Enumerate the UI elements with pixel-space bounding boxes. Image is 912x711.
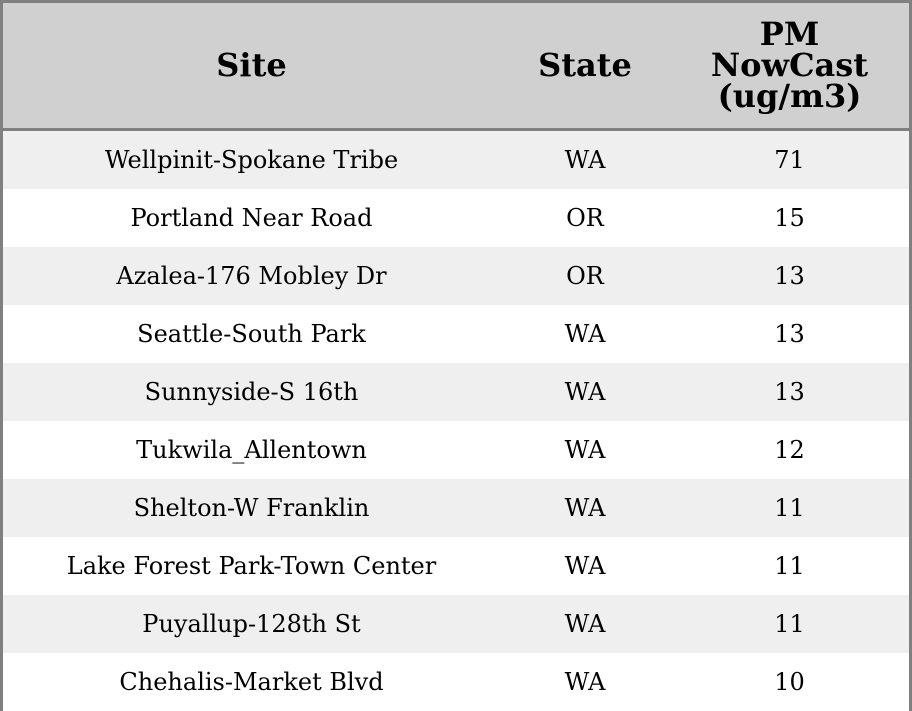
cell-pm-value: 13 <box>670 247 909 305</box>
cell-site: Shelton-W Franklin <box>3 479 500 537</box>
cell-pm-value: 10 <box>670 653 909 711</box>
cell-state: WA <box>500 653 670 711</box>
cell-site: Wellpinit-Spokane Tribe <box>3 129 500 189</box>
cell-state: WA <box>500 421 670 479</box>
cell-pm-value: 13 <box>670 305 909 363</box>
cell-state: WA <box>500 595 670 653</box>
header-site: Site <box>3 3 500 131</box>
cell-pm-value: 11 <box>670 479 909 537</box>
header-site-text: Site <box>216 46 287 84</box>
cell-state: WA <box>500 129 670 189</box>
header-pm-line2: NowCast <box>710 46 869 84</box>
table-row: Azalea-176 Mobley Dr OR 13 <box>3 247 909 305</box>
header-pm-line3: (ug/m3) <box>717 77 862 115</box>
cell-pm-value: 15 <box>670 189 909 247</box>
table-row: Lake Forest Park-Town Center WA 11 <box>3 537 909 595</box>
cell-site: Sunnyside-S 16th <box>3 363 500 421</box>
table-row: Puyallup-128th St WA 11 <box>3 595 909 653</box>
header-pm: PM NowCast (ug/m3) <box>670 3 909 131</box>
table-row: Seattle-South Park WA 13 <box>3 305 909 363</box>
cell-site: Chehalis-Market Blvd <box>3 653 500 711</box>
cell-state: WA <box>500 305 670 363</box>
cell-site: Lake Forest Park-Town Center <box>3 537 500 595</box>
table-row: Tukwila_Allentown WA 12 <box>3 421 909 479</box>
cell-state: WA <box>500 479 670 537</box>
cell-pm-value: 12 <box>670 421 909 479</box>
cell-state: WA <box>500 537 670 595</box>
cell-site: Portland Near Road <box>3 189 500 247</box>
header-state-text: State <box>538 46 632 84</box>
cell-state: WA <box>500 363 670 421</box>
header-row: Site State PM NowCast (ug/m3) <box>3 3 909 131</box>
table-row: Sunnyside-S 16th WA 13 <box>3 363 909 421</box>
header-pm-line1: PM <box>759 15 820 53</box>
table-row: Portland Near Road OR 15 <box>3 189 909 247</box>
cell-pm-value: 71 <box>670 129 909 189</box>
cell-state: OR <box>500 189 670 247</box>
cell-pm-value: 13 <box>670 363 909 421</box>
cell-site: Azalea-176 Mobley Dr <box>3 247 500 305</box>
header-state: State <box>500 3 670 131</box>
cell-state: OR <box>500 247 670 305</box>
cell-site: Seattle-South Park <box>3 305 500 363</box>
cell-site: Puyallup-128th St <box>3 595 500 653</box>
cell-site: Tukwila_Allentown <box>3 421 500 479</box>
pm-nowcast-table: Site State PM NowCast (ug/m3) Wellpinit-… <box>3 3 909 711</box>
table-row: Shelton-W Franklin WA 11 <box>3 479 909 537</box>
table-row: Chehalis-Market Blvd WA 10 <box>3 653 909 711</box>
cell-pm-value: 11 <box>670 537 909 595</box>
table-row: Wellpinit-Spokane Tribe WA 71 <box>3 129 909 189</box>
cell-pm-value: 11 <box>670 595 909 653</box>
